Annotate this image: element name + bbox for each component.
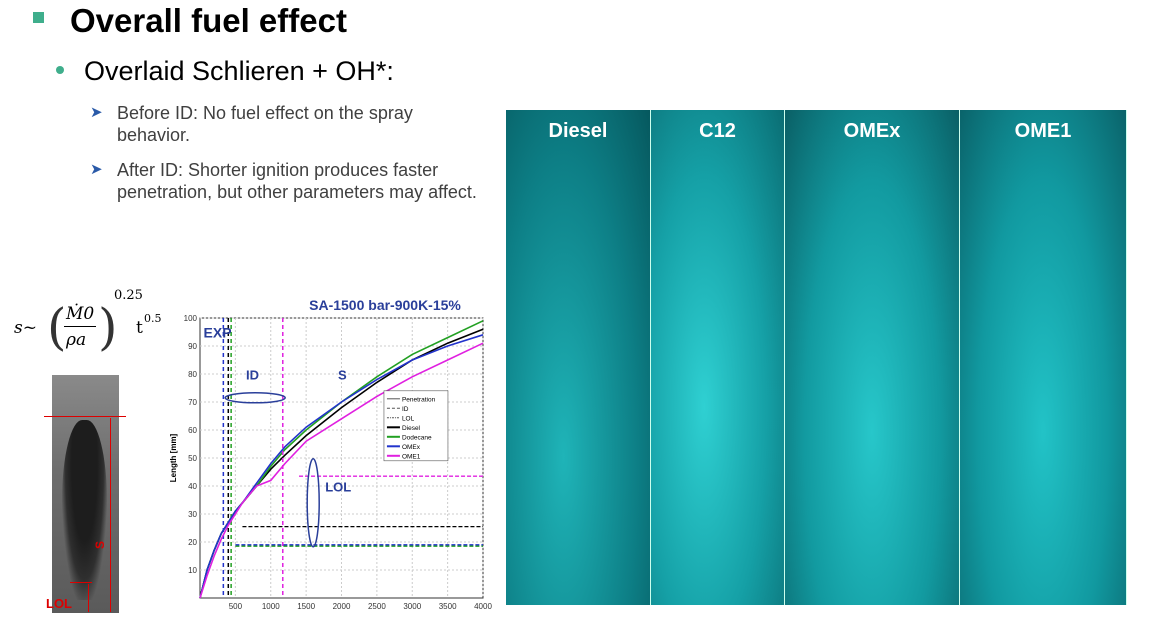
y-tick-label: 40 — [188, 482, 197, 491]
legend-label: Dodecane — [402, 434, 432, 441]
y-tick-label: 100 — [184, 314, 198, 323]
panel-ome1: OME1 — [960, 110, 1127, 605]
legend-label: LOL — [402, 415, 415, 422]
s-arrow — [110, 418, 111, 612]
s-label: S — [93, 540, 108, 550]
chart-title: SA-1500 bar-900K-15% — [309, 297, 461, 313]
lol-arrow — [88, 584, 89, 612]
x-tick-label: 500 — [229, 602, 243, 611]
legend-box — [383, 390, 449, 462]
tip-line — [44, 416, 126, 417]
annotation-lol-ellipse — [306, 458, 320, 548]
annotation-id: ID — [246, 368, 259, 383]
y-tick-label: 50 — [188, 454, 197, 463]
y-tick-label: 20 — [188, 538, 197, 547]
annotation-lol: LOL — [325, 480, 351, 495]
x-tick-label: 2500 — [368, 602, 386, 611]
x-tick-label: 1000 — [262, 602, 280, 611]
x-tick-label: 2000 — [333, 602, 351, 611]
y-tick-label: 70 — [188, 398, 197, 407]
arrow-bullet-icon: ➤ — [90, 104, 103, 121]
legend-label: ID — [402, 406, 409, 413]
spray-plume — [62, 420, 107, 600]
lol-line — [70, 582, 92, 583]
x-tick-label: 1500 — [297, 602, 315, 611]
y-tick-label: 30 — [188, 510, 197, 519]
slide-subtitle: Overlaid Schlieren + OH*: — [84, 56, 394, 86]
annotation-exp: EXP — [204, 325, 232, 341]
bullet-item: ➤ After ID: Shorter ignition produces fas… — [90, 160, 477, 202]
lol-label: LOL — [46, 596, 72, 611]
y-tick-label: 10 — [188, 566, 197, 575]
legend-label: Diesel — [402, 425, 421, 432]
annotation-id-ellipse — [224, 392, 286, 404]
y-tick-label: 80 — [188, 370, 197, 379]
legend-label: OMEx — [402, 444, 421, 451]
penetration-line-OME1 — [199, 342, 484, 599]
penetration-line-OMEx — [199, 334, 484, 599]
bullet-dot-icon — [56, 66, 64, 74]
spray-image — [52, 375, 119, 613]
panel-c12: C12 — [651, 110, 785, 605]
annotation-s: S — [338, 368, 347, 383]
arrow-bullet-icon: ➤ — [90, 161, 103, 178]
slide-title: Overall fuel effect — [70, 2, 347, 39]
panel-omex: OMEx — [785, 110, 960, 605]
x-tick-label: 4000 — [474, 602, 492, 611]
penetration-chart: 500 1000 1500 2000 2500 3000 3500 4000 10 20 30 40 5… — [169, 297, 492, 611]
legend-label: Penetration — [402, 396, 436, 403]
legend-label: OME1 — [402, 453, 421, 460]
panel-diesel: Diesel — [506, 110, 651, 605]
y-tick-label: 90 — [188, 342, 197, 351]
schlieren-oh-images: Diesel C12 OMEx OME1 — [506, 110, 1127, 605]
x-tick-label: 3000 — [403, 602, 421, 611]
bullet-item: ➤ Before ID: No fuel effect on the spray … — [90, 103, 413, 145]
bullet-square-icon — [33, 12, 44, 23]
y-tick-label: 60 — [188, 426, 197, 435]
y-axis-label: Length [mm] — [169, 433, 178, 482]
x-tick-label: 3500 — [439, 602, 457, 611]
